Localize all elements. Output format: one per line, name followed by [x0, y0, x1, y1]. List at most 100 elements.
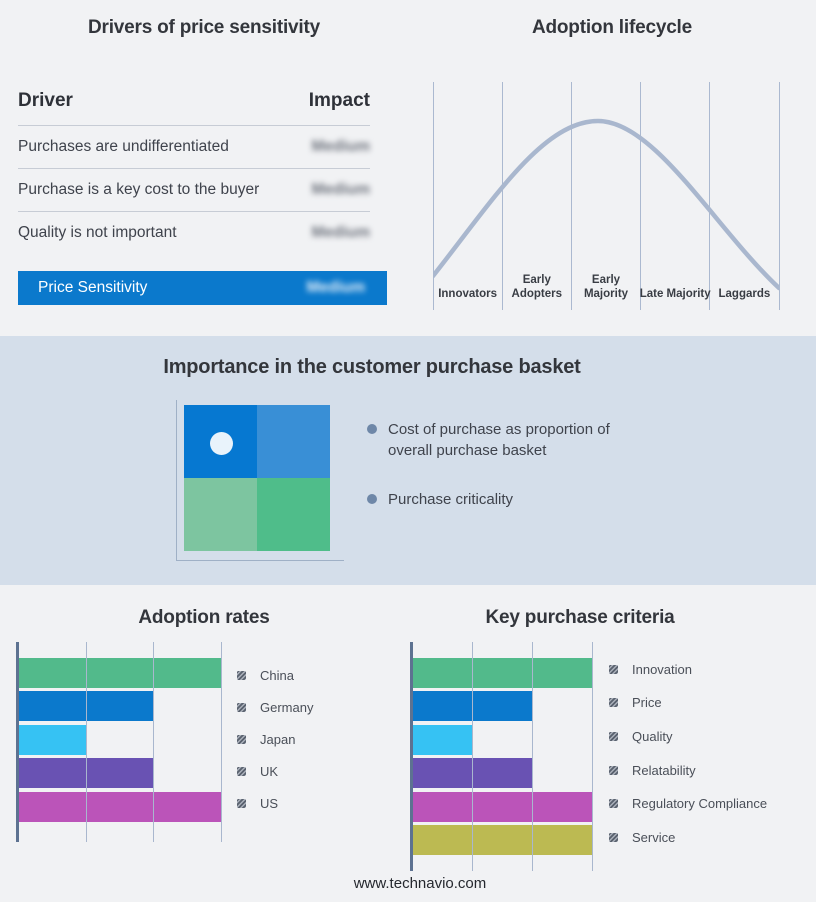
purchase-basket-quadrant — [184, 405, 330, 551]
legend-item-japan: Japan — [237, 729, 313, 749]
legend-item-china: China — [237, 665, 313, 685]
hatched-swatch-icon — [609, 698, 618, 708]
hatched-swatch-icon — [237, 734, 246, 744]
stage-divider-line — [570, 82, 572, 310]
impact-cell: Medium — [311, 138, 370, 155]
bullet-item: Purchase criticality — [367, 489, 625, 510]
column-header-driver: Driver — [18, 90, 73, 111]
gridline — [85, 642, 87, 842]
price-sensitivity-row: Price Sensitivity Medium — [18, 271, 387, 305]
legend-item-relatability: Relatability — [609, 760, 767, 780]
stage-divider-line — [709, 82, 711, 310]
gridline — [153, 642, 155, 842]
bullet-text: Purchase criticality — [388, 490, 514, 508]
stage-divider-line — [432, 82, 434, 310]
hatched-swatch-icon — [237, 670, 246, 680]
drivers-table-rows: Purchases are undifferentiated Medium Purc… — [18, 126, 370, 254]
bullet-icon — [367, 493, 377, 504]
legend-item-germany: Germany — [237, 697, 313, 717]
hatched-swatch-icon — [609, 765, 618, 775]
key-purchase-criteria-title: Key purchase criteria — [485, 607, 675, 628]
bar-regulatory-compliance — [413, 791, 592, 822]
stage-divider-line — [640, 82, 642, 310]
legend-item-innovation: Innovation — [609, 659, 767, 679]
bar-innovation — [413, 658, 592, 688]
bell-curve — [433, 118, 779, 291]
quadrant-x-axis — [176, 560, 344, 561]
stage-label-early-majority: Early Majority — [583, 273, 629, 301]
adoption-rates-y-axis — [16, 642, 19, 842]
hatched-swatch-icon — [609, 731, 618, 741]
adoption-lifecycle-chart: Innovators Early Adopters Early Majority La… — [432, 82, 780, 310]
price-sensitivity-impact-value: Medium — [306, 279, 365, 296]
legend-item-quality: Quality — [609, 726, 767, 746]
drivers-panel-title: Drivers of price sensitivity — [87, 17, 320, 38]
driver-cell: Purchases are undifferentiated — [18, 138, 229, 155]
bullet-text: Cost of purchase as proportion of overal… — [388, 421, 610, 460]
legend-label: US — [260, 795, 279, 811]
gridline — [531, 642, 533, 871]
impact-cell: Medium — [311, 224, 370, 241]
stage-label-innovators: Innovators — [438, 288, 497, 301]
legend-label: Innovation — [632, 661, 692, 677]
legend-item-regulatory-compliance: Regulatory Compliance — [609, 794, 767, 814]
bar-china — [19, 658, 221, 688]
lifecycle-curve-svg — [433, 118, 779, 291]
drivers-table: Driver Impact Purchases are undifferenti… — [18, 90, 370, 254]
stage-label-laggards: Laggards — [718, 288, 771, 301]
position-marker-dot — [210, 432, 233, 455]
lifecycle-stage-labels: Innovators Early Adopters Early Majority La… — [433, 82, 779, 310]
legend-label: Price — [632, 695, 662, 711]
quadrant-top-right — [257, 405, 330, 478]
gridline — [591, 642, 593, 871]
stage-label-early-adopters: Early Adopters — [511, 273, 563, 301]
hatched-swatch-icon — [609, 664, 618, 674]
hatched-swatch-icon — [237, 798, 246, 808]
legend-item-uk: UK — [237, 761, 313, 781]
quadrant-y-axis — [176, 400, 177, 561]
bullet-item: Cost of purchase as proportion of overal… — [367, 419, 625, 462]
basket-section-band — [0, 336, 816, 585]
column-header-impact: Impact — [308, 90, 370, 111]
driver-cell: Quality is not important — [18, 224, 177, 241]
legend-label: Relatability — [632, 762, 696, 778]
basket-panel-title: Importance in the customer purchase bask… — [163, 356, 581, 378]
legend-label: Germany — [260, 699, 314, 715]
lifecycle-panel-title: Adoption lifecycle — [531, 17, 693, 38]
bar-us — [19, 791, 221, 822]
hatched-swatch-icon — [237, 702, 246, 712]
key-purchase-criteria-y-axis — [410, 642, 413, 871]
gridline — [472, 642, 474, 871]
key-purchase-criteria-legend: Innovation Price Quality Relatability Regula… — [609, 659, 767, 861]
legend-label: Regulatory Compliance — [632, 796, 768, 812]
adoption-rates-title: Adoption rates — [138, 607, 270, 628]
impact-cell: Medium — [311, 181, 370, 198]
price-sensitivity-label: Price Sensitivity — [38, 279, 148, 296]
stage-divider-line — [501, 82, 503, 310]
hatched-swatch-icon — [609, 832, 618, 842]
drivers-table-header: Driver Impact — [18, 90, 370, 126]
driver-row: Quality is not important Medium — [18, 212, 370, 254]
website-url: www.technavio.com — [353, 875, 487, 892]
bar-japan — [19, 724, 87, 755]
legend-item-service: Service — [609, 827, 767, 847]
hatched-swatch-icon — [237, 766, 246, 776]
key-purchase-criteria-chart — [413, 642, 593, 871]
legend-label: UK — [260, 763, 279, 779]
legend-label: Quality — [632, 728, 673, 744]
adoption-rates-chart — [19, 642, 222, 842]
driver-cell: Purchase is a key cost to the buyer — [18, 181, 260, 198]
stage-divider-line — [778, 82, 780, 310]
quadrant-bottom-left — [184, 478, 257, 551]
legend-item-price: Price — [609, 693, 767, 713]
legend-label: Service — [632, 829, 676, 845]
legend-item-us: US — [237, 793, 313, 813]
legend-label: China — [260, 667, 294, 683]
stage-label-late-majority: Late Majority — [639, 288, 711, 301]
bar-service — [413, 825, 592, 855]
driver-row: Purchase is a key cost to the buyer Mediu… — [18, 169, 370, 212]
bar-quality — [413, 724, 473, 755]
hatched-swatch-icon — [609, 799, 618, 809]
gridline — [220, 642, 222, 842]
